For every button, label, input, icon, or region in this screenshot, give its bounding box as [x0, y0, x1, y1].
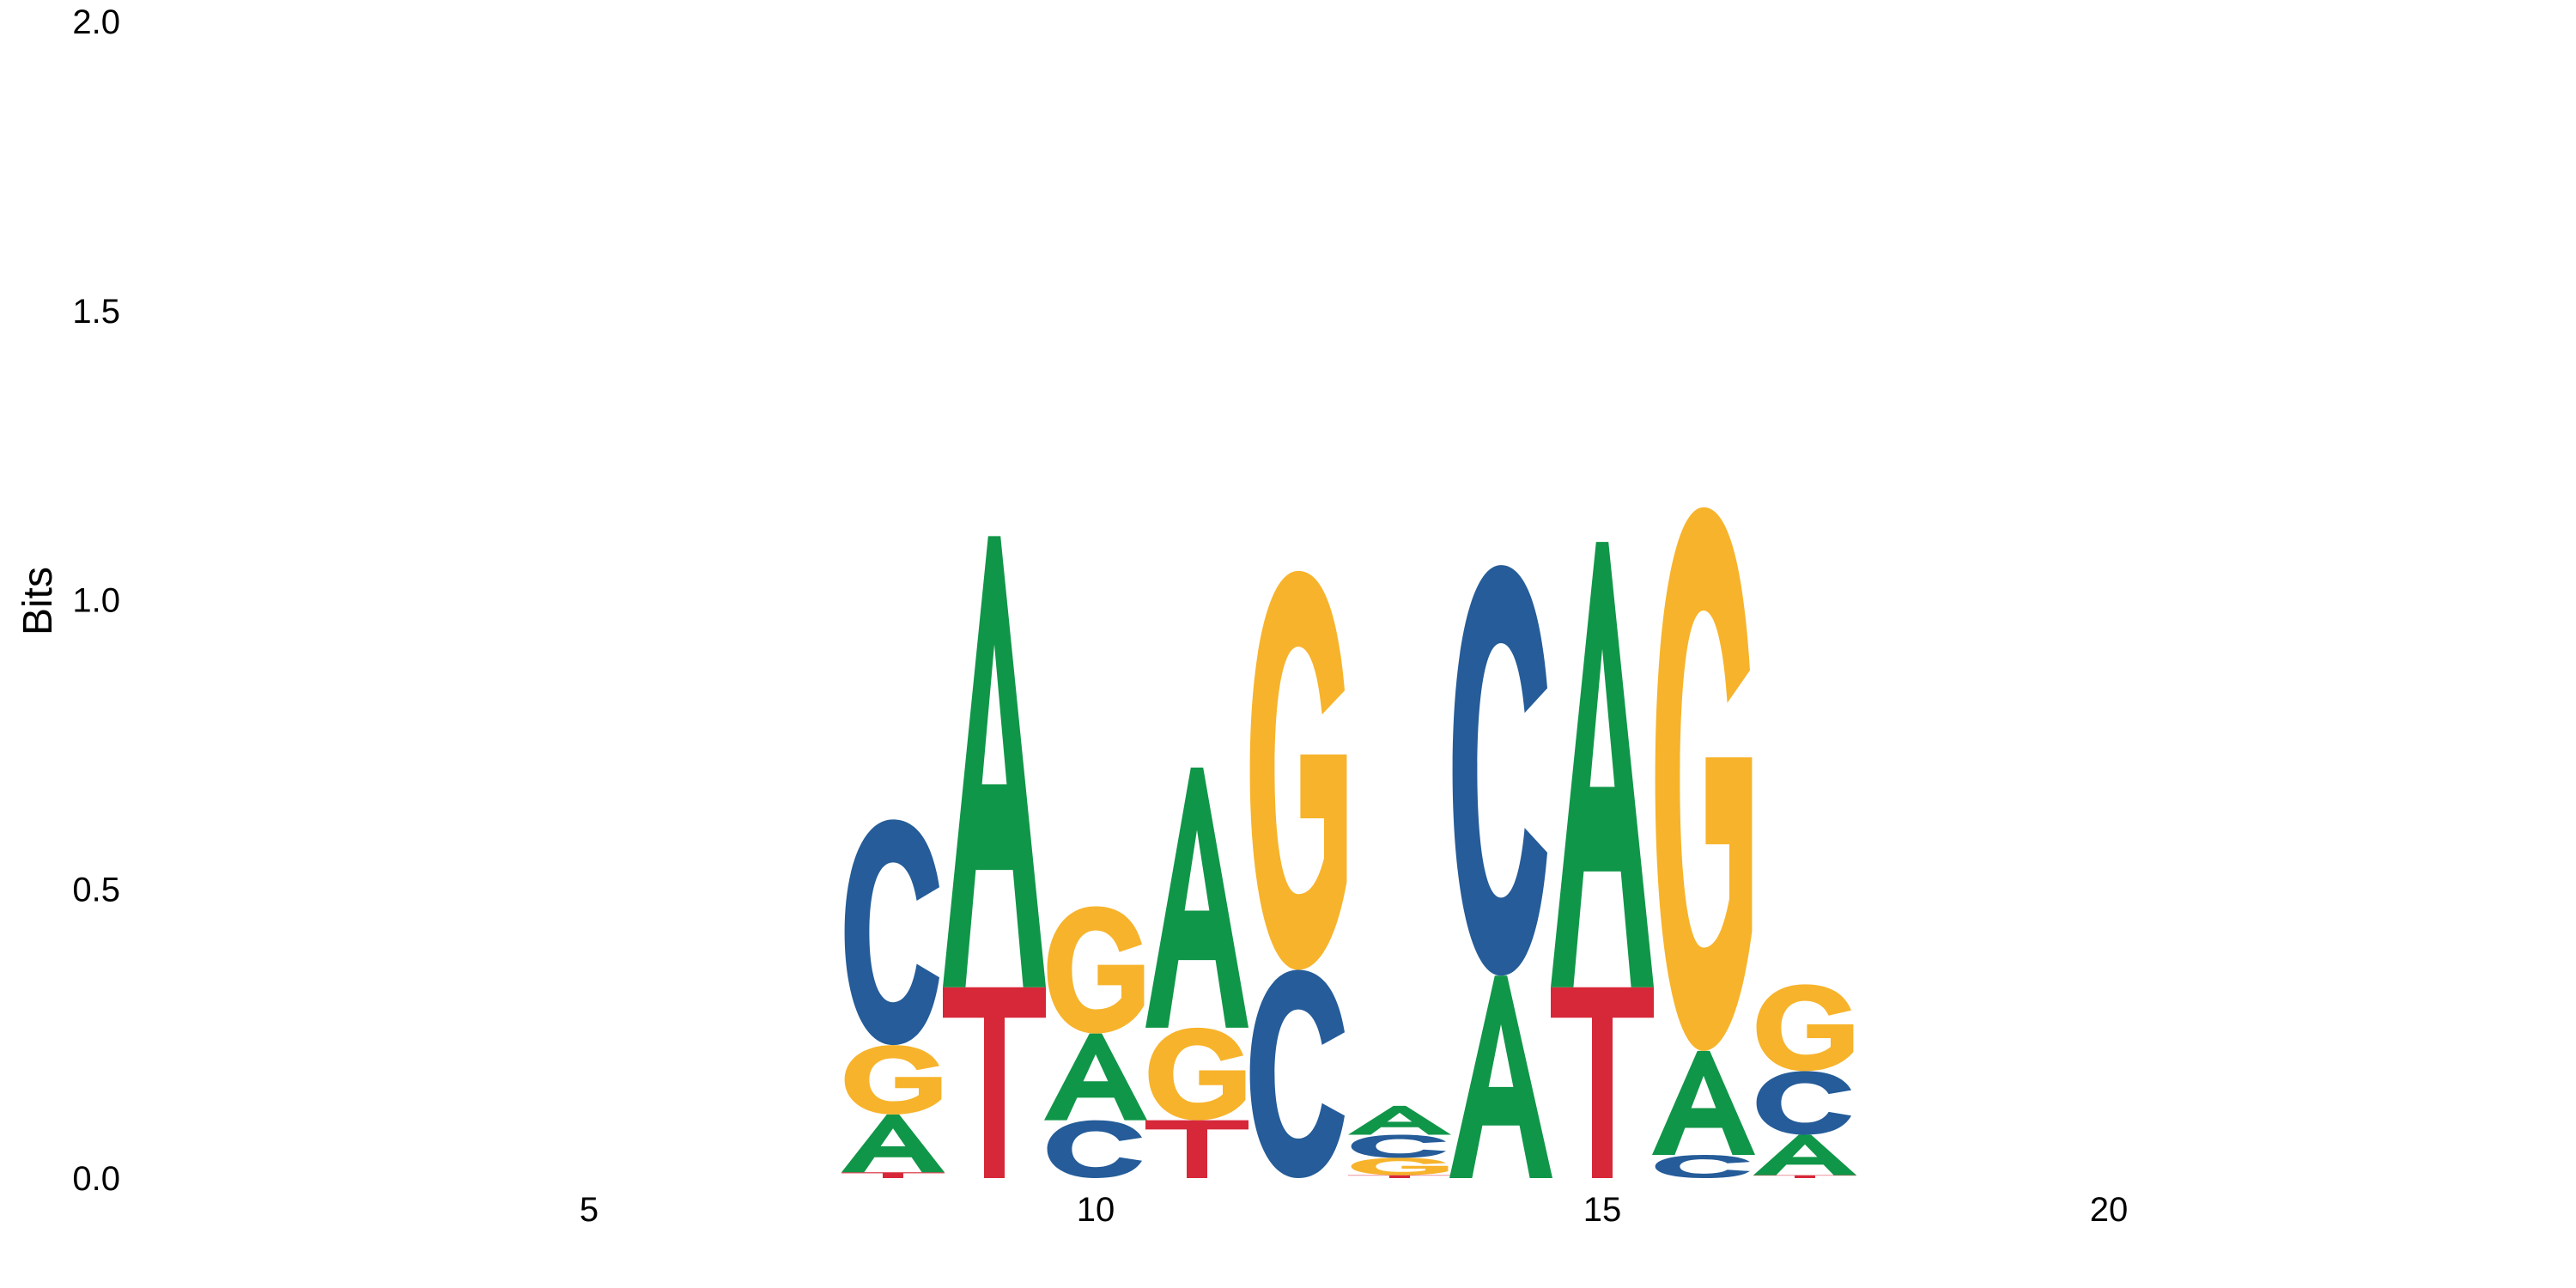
letter-a-glyph	[1652, 1050, 1755, 1156]
letter-g-glyph	[1249, 570, 1347, 970]
letter-c-glyph	[1452, 565, 1547, 976]
y-tick-label: 0.0	[72, 1160, 120, 1198]
logo-column-14	[1449, 565, 1552, 1178]
logo-column-15	[1551, 542, 1654, 1178]
letter-g-glyph	[1655, 507, 1753, 1051]
x-axis-ticks: 5 10 15 20	[580, 1191, 2128, 1229]
letter-g-glyph	[1351, 1157, 1449, 1176]
logo-column-17	[1753, 984, 1856, 1178]
y-tick-label: 1.0	[72, 582, 120, 620]
letter-a-glyph	[1551, 542, 1654, 987]
letter-t-glyph	[1348, 1175, 1451, 1178]
letter-c-glyph	[1756, 1071, 1851, 1135]
letter-g-glyph	[1756, 984, 1854, 1072]
logo-column-13	[1348, 1105, 1451, 1178]
y-axis-ticks: 0.0 0.5 1.0 1.5 2.0	[72, 3, 120, 1198]
y-tick-label: 1.5	[72, 293, 120, 331]
logo-column-12	[1249, 570, 1347, 1178]
y-tick-label: 2.0	[72, 3, 120, 41]
letter-a-glyph	[1348, 1105, 1451, 1135]
letter-g-glyph	[844, 1045, 942, 1115]
letter-c-glyph	[1047, 1120, 1142, 1178]
letter-t-glyph	[1551, 987, 1654, 1178]
letter-c-glyph	[1655, 1155, 1750, 1178]
letter-t-glyph	[841, 1172, 945, 1178]
y-tick-label: 0.5	[72, 871, 120, 908]
letter-c-glyph	[844, 819, 939, 1046]
logo-column-9	[943, 536, 1046, 1178]
logo-column-11	[1145, 767, 1249, 1178]
x-tick-label: 10	[1077, 1191, 1115, 1229]
letter-a-glyph	[1753, 1134, 1856, 1176]
letter-c-glyph	[1249, 969, 1345, 1178]
letter-a-glyph	[1044, 1033, 1147, 1121]
letter-g-glyph	[1148, 1027, 1246, 1121]
letter-t-glyph	[943, 987, 1046, 1178]
logo-column-10	[1044, 906, 1147, 1178]
logo-stacks	[841, 507, 1856, 1178]
letter-t-glyph	[1753, 1175, 1856, 1178]
letter-g-glyph	[1047, 906, 1145, 1034]
letter-a-glyph	[1145, 767, 1249, 1028]
letter-a-glyph	[841, 1114, 945, 1173]
x-tick-label: 20	[2090, 1191, 2129, 1229]
y-axis-label: Bits	[15, 567, 61, 635]
letter-a-glyph	[943, 536, 1046, 987]
x-tick-label: 5	[580, 1191, 598, 1229]
letter-c-glyph	[1351, 1134, 1446, 1158]
letter-t-glyph	[1145, 1120, 1249, 1178]
logo-column-8	[841, 819, 945, 1178]
letter-a-glyph	[1449, 975, 1552, 1178]
logo-column-16	[1652, 507, 1755, 1178]
x-tick-label: 15	[1583, 1191, 1622, 1229]
